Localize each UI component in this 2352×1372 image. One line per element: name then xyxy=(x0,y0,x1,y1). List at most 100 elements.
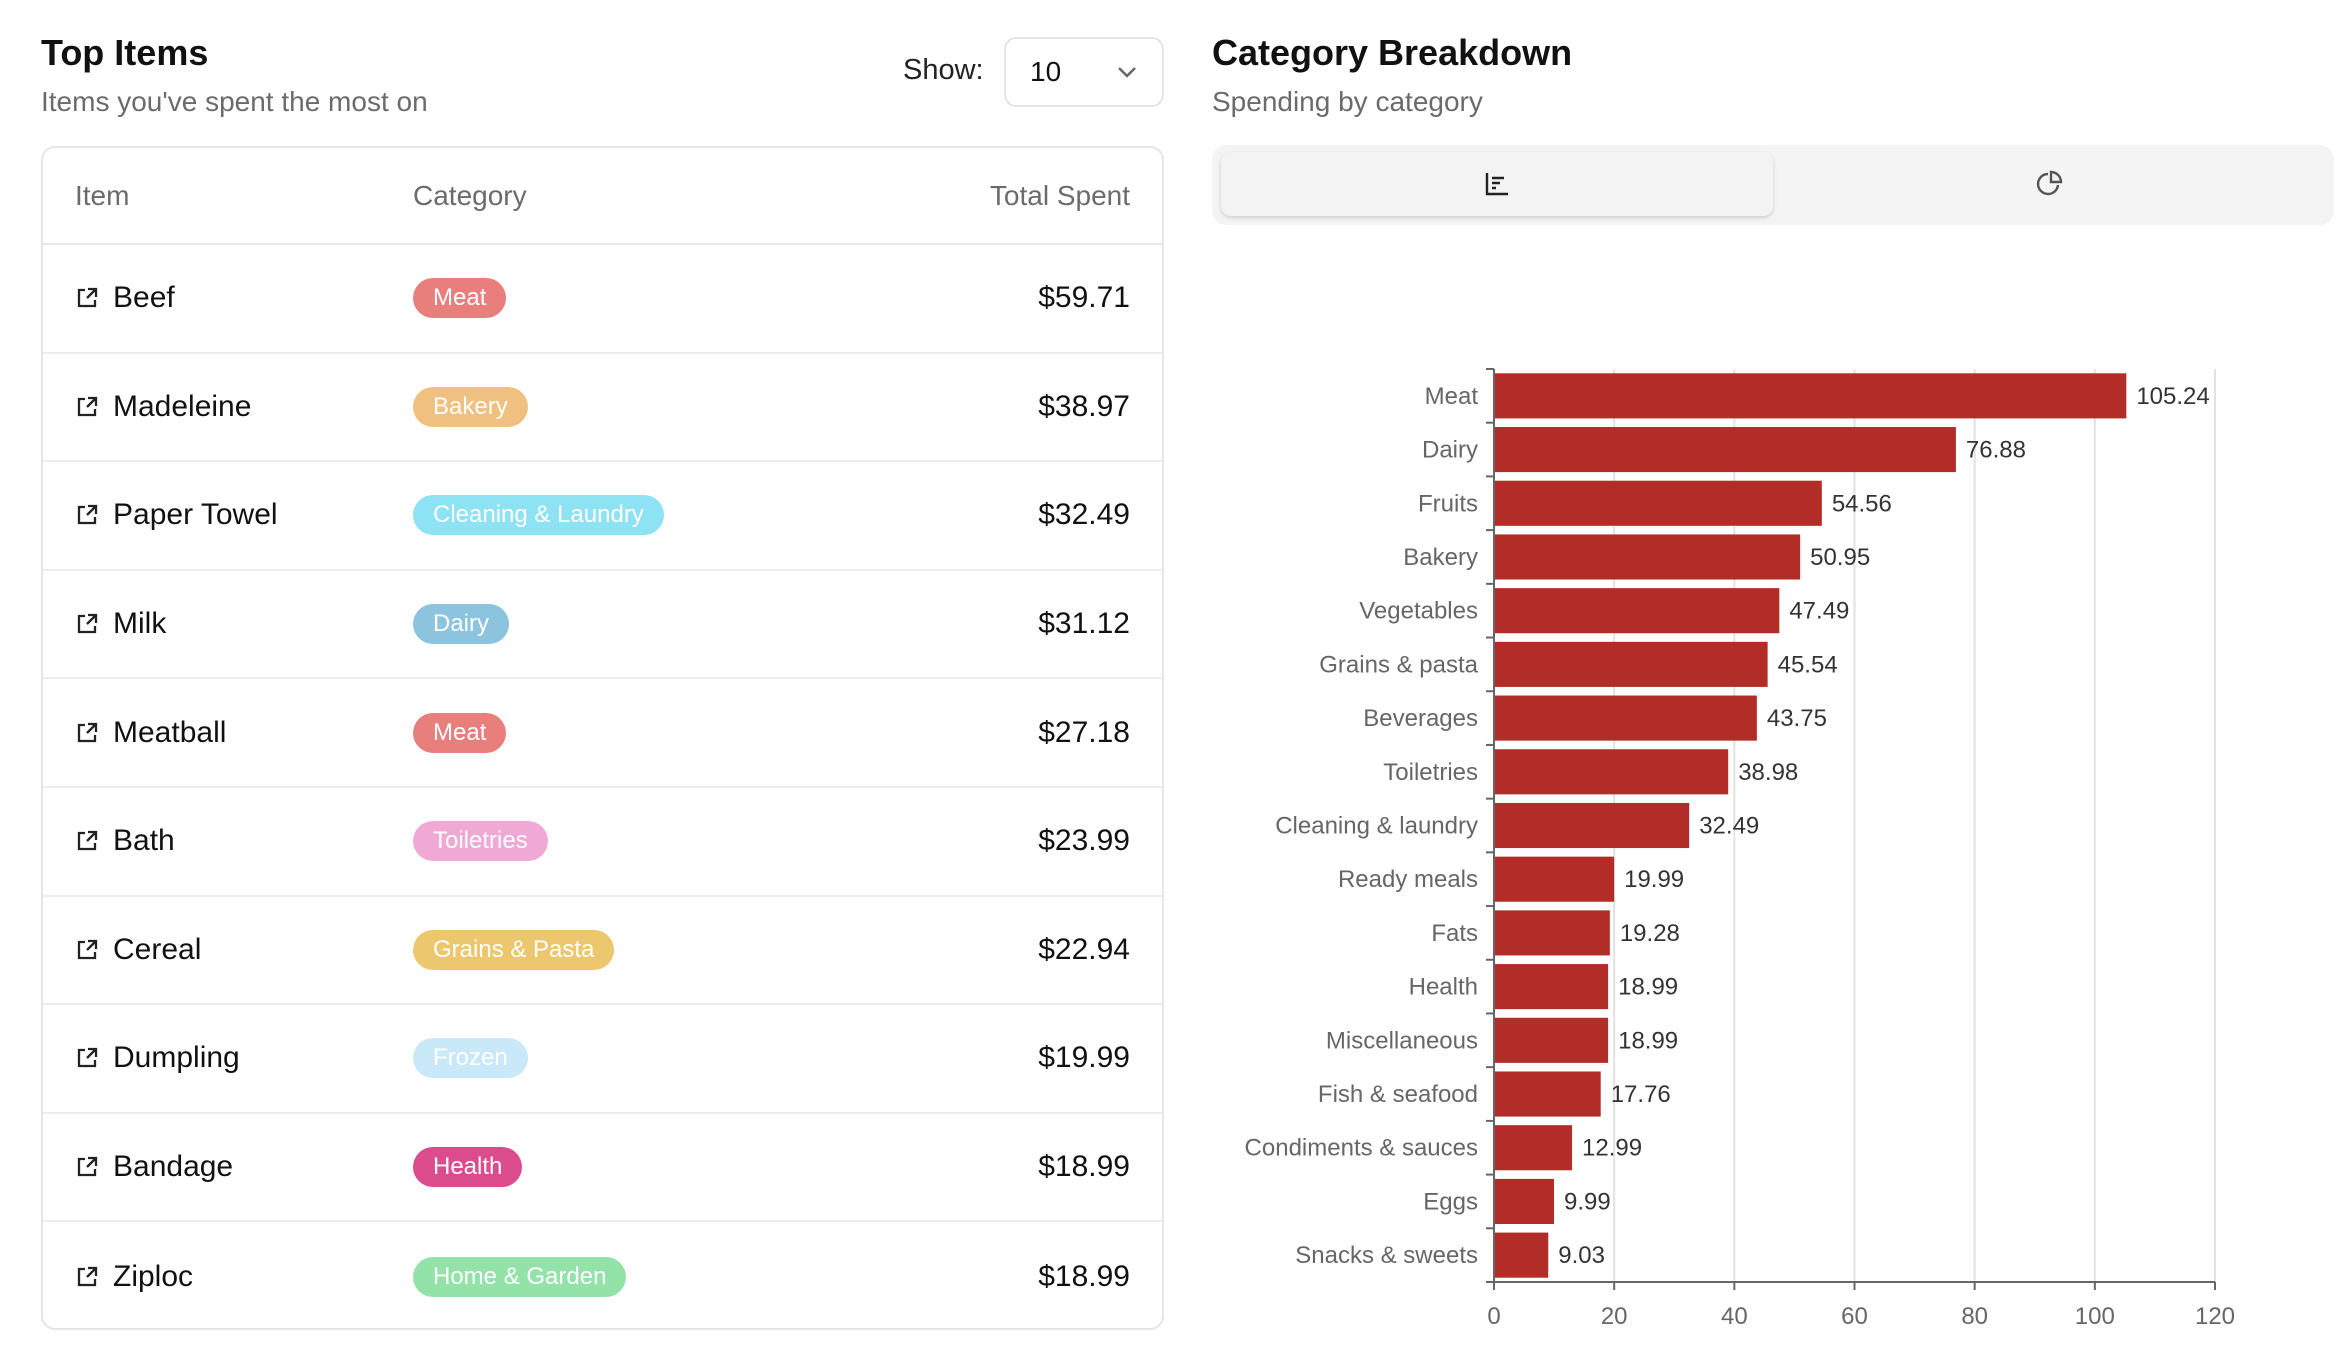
category-badge: Cleaning & Laundry xyxy=(413,495,664,536)
category-label: Fruits xyxy=(1418,490,1478,517)
category-label: Fats xyxy=(1431,920,1478,947)
item-name[interactable]: Cereal xyxy=(113,932,202,966)
x-tick-label: 80 xyxy=(1961,1303,1988,1330)
item-name[interactable]: Meatball xyxy=(113,715,227,749)
bar-value-label: 9.03 xyxy=(1558,1242,1605,1269)
category-label: Meat xyxy=(1425,383,1479,410)
category-cell: Meat xyxy=(413,712,862,753)
bar xyxy=(1495,856,1615,902)
tab-bar-chart[interactable] xyxy=(1221,152,1773,216)
top-items-table: Item Category Total Spent Beef Meat $59.… xyxy=(41,146,1164,1330)
category-cell: Dairy xyxy=(413,604,862,645)
show-count-select[interactable]: 10 xyxy=(1004,37,1164,107)
item-cell: Dumpling xyxy=(43,1041,413,1075)
x-tick-label: 60 xyxy=(1841,1303,1868,1330)
table-row[interactable]: Bath Toiletries $23.99 xyxy=(43,788,1162,897)
external-link-icon[interactable] xyxy=(75,286,99,310)
bar xyxy=(1495,1232,1549,1278)
bar xyxy=(1495,1017,1609,1063)
category-label: Fish & seafood xyxy=(1318,1081,1478,1108)
item-cell: Bandage xyxy=(43,1150,413,1184)
external-link-icon[interactable] xyxy=(75,721,99,745)
item-name[interactable]: Milk xyxy=(113,607,167,641)
x-tick-label: 120 xyxy=(2195,1303,2235,1330)
bar xyxy=(1495,1071,1601,1117)
category-label: Ready meals xyxy=(1338,866,1478,893)
external-link-icon[interactable] xyxy=(75,1265,99,1289)
tab-pie-chart[interactable] xyxy=(1773,152,2325,216)
item-name[interactable]: Paper Towel xyxy=(113,498,278,532)
category-breakdown-title: Category Breakdown xyxy=(1212,32,1573,73)
bar-value-label: 18.99 xyxy=(1618,974,1678,1001)
bar-value-label: 38.98 xyxy=(1738,759,1798,786)
category-label: Toiletries xyxy=(1383,759,1478,786)
total-spent: $32.49 xyxy=(1038,498,1130,532)
category-label: Snacks & sweets xyxy=(1295,1242,1478,1269)
x-tick-label: 40 xyxy=(1721,1303,1748,1330)
item-name[interactable]: Ziploc xyxy=(113,1259,194,1293)
table-row[interactable]: Cereal Grains & Pasta $22.94 xyxy=(43,897,1162,1006)
show-label: Show: xyxy=(903,54,984,86)
bar xyxy=(1495,1125,1573,1171)
table-row[interactable]: Madeleine Bakery $38.97 xyxy=(43,354,1162,463)
total-spent: $19.99 xyxy=(1038,1041,1130,1075)
external-link-icon[interactable] xyxy=(75,1046,99,1070)
category-label: Grains & pasta xyxy=(1319,651,1478,678)
bar-value-label: 76.88 xyxy=(1966,437,2026,464)
item-name[interactable]: Beef xyxy=(113,281,175,315)
table-row[interactable]: Beef Meat $59.71 xyxy=(43,245,1162,354)
external-link-icon[interactable] xyxy=(75,612,99,636)
total-spent: $59.71 xyxy=(1038,281,1130,315)
show-count-value: 10 xyxy=(1030,56,1062,87)
category-badge: Toiletries xyxy=(413,821,548,862)
bar-value-label: 54.56 xyxy=(1832,490,1892,517)
column-header-category: Category xyxy=(413,179,527,211)
category-badge: Meat xyxy=(413,712,507,753)
category-label: Bakery xyxy=(1403,544,1478,571)
table-row[interactable]: Bandage Health $18.99 xyxy=(43,1114,1162,1223)
category-label: Dairy xyxy=(1422,437,1478,464)
total-spent: $23.99 xyxy=(1038,824,1130,858)
bar-value-label: 47.49 xyxy=(1789,598,1849,625)
external-link-icon[interactable] xyxy=(75,938,99,962)
category-badge: Bakery xyxy=(413,386,528,427)
external-link-icon[interactable] xyxy=(75,829,99,853)
total-spent: $38.97 xyxy=(1038,389,1130,423)
category-badge: Home & Garden xyxy=(413,1256,627,1297)
category-label: Vegetables xyxy=(1359,598,1478,625)
bar xyxy=(1495,534,1801,580)
bar xyxy=(1495,1178,1555,1224)
table-row[interactable]: Ziploc Home & Garden $18.99 xyxy=(43,1222,1162,1328)
category-badge: Dairy xyxy=(413,604,510,645)
item-name[interactable]: Bandage xyxy=(113,1150,234,1184)
external-link-icon[interactable] xyxy=(75,1155,99,1179)
item-name[interactable]: Bath xyxy=(113,824,175,858)
bar-chart-icon xyxy=(1485,173,1508,196)
bar-value-label: 18.99 xyxy=(1618,1027,1678,1054)
bar xyxy=(1495,588,1780,634)
external-link-icon[interactable] xyxy=(75,503,99,527)
total-spent: $31.12 xyxy=(1038,607,1130,641)
item-name[interactable]: Dumpling xyxy=(113,1041,240,1075)
total-spent: $22.94 xyxy=(1038,932,1130,966)
bar-value-label: 43.75 xyxy=(1767,705,1827,732)
table-row[interactable]: Dumpling Frozen $19.99 xyxy=(43,1005,1162,1114)
item-name[interactable]: Madeleine xyxy=(113,389,252,423)
item-cell: Beef xyxy=(43,281,413,315)
x-tick-label: 20 xyxy=(1601,1303,1628,1330)
x-tick-label: 0 xyxy=(1487,1303,1500,1330)
item-cell: Bath xyxy=(43,824,413,858)
table-row[interactable]: Paper Towel Cleaning & Laundry $32.49 xyxy=(43,462,1162,571)
bar-value-label: 19.28 xyxy=(1620,920,1680,947)
column-header-total: Total Spent xyxy=(989,179,1130,211)
category-badge: Frozen xyxy=(413,1038,528,1079)
total-spent: $18.99 xyxy=(1038,1259,1130,1293)
top-items-subtitle: Items you've spent the most on xyxy=(41,86,428,117)
external-link-icon[interactable] xyxy=(75,395,99,419)
table-row[interactable]: Milk Dairy $31.12 xyxy=(43,571,1162,680)
category-cell: Bakery xyxy=(413,386,862,427)
bar-value-label: 19.99 xyxy=(1624,866,1684,893)
table-row[interactable]: Meatball Meat $27.18 xyxy=(43,679,1162,788)
bar xyxy=(1495,373,2127,419)
item-cell: Paper Towel xyxy=(43,498,413,532)
